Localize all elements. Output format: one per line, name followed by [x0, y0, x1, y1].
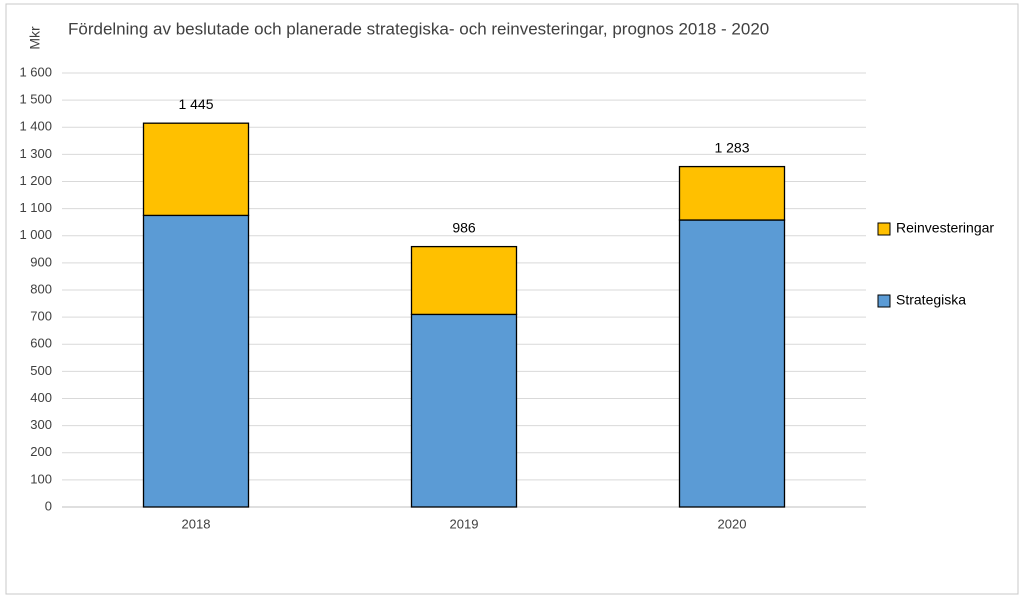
y-tick-label: 1 600 [19, 64, 52, 79]
y-tick-label: 800 [30, 281, 52, 296]
y-tick-label: 1 500 [19, 92, 52, 107]
bar-segment [410, 313, 518, 508]
y-tick-label: 200 [30, 444, 52, 459]
bar-segment [410, 245, 518, 316]
legend-label: Strategiska [896, 292, 966, 308]
y-axis-label: Mkr [27, 26, 43, 50]
y-tick-label: 700 [30, 309, 52, 324]
x-tick-label: 2020 [718, 516, 747, 531]
y-tick-label: 1 200 [19, 173, 52, 188]
y-tick-label: 1 100 [19, 200, 52, 215]
y-tick-label: 900 [30, 254, 52, 269]
legend-swatch [877, 294, 891, 308]
x-tick-label: 2018 [182, 516, 211, 531]
bar-segment [678, 219, 786, 508]
legend-label: Reinvesteringar [896, 220, 994, 236]
total-label: 1 283 [714, 139, 749, 155]
bar-segment [142, 122, 250, 217]
total-label: 986 [452, 219, 476, 235]
y-tick-label: 1 000 [19, 227, 52, 242]
y-tick-label: 400 [30, 390, 52, 405]
bar-segment [678, 165, 786, 221]
y-tick-label: 1 400 [19, 119, 52, 134]
y-tick-label: 100 [30, 471, 52, 486]
total-label: 1 445 [178, 96, 213, 112]
bar-segment [142, 214, 250, 508]
y-tick-label: 0 [45, 498, 52, 513]
y-tick-label: 300 [30, 417, 52, 432]
y-tick-label: 1 300 [19, 146, 52, 161]
x-tick-label: 2019 [450, 516, 479, 531]
y-tick-label: 500 [30, 363, 52, 378]
legend-swatch [877, 222, 891, 236]
y-tick-label: 600 [30, 336, 52, 351]
chart-title: Fördelning av beslutade och planerade st… [68, 19, 769, 38]
